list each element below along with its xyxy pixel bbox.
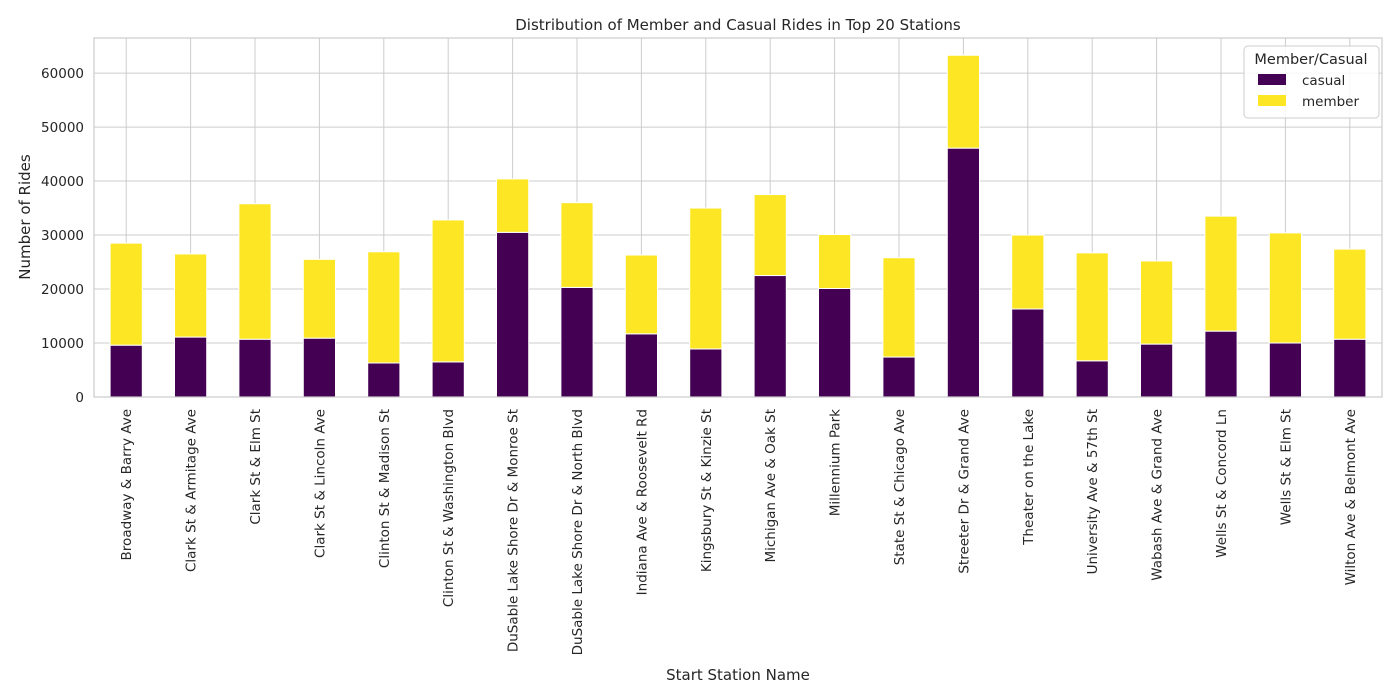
bar-casual [560, 286, 594, 398]
bar-member [624, 254, 658, 335]
legend-swatch-casual [1258, 74, 1286, 85]
bar-member [1204, 215, 1238, 332]
bar-member [882, 257, 916, 358]
bar-casual [431, 361, 465, 398]
bar-casual [624, 333, 658, 398]
x-tick-label: Clark St & Lincoln Ave [312, 409, 328, 558]
bar-member [1268, 232, 1303, 344]
x-tick-label: Michigan Ave & Oak St [763, 409, 779, 563]
y-tick-label: 60000 [41, 66, 84, 82]
bar-member [1075, 252, 1109, 362]
legend-title: Member/Casual [1254, 52, 1367, 68]
bar-casual [882, 356, 916, 398]
x-tick-label: DuSable Lake Shore Dr & Monroe St [506, 409, 522, 652]
bar-member [753, 194, 787, 277]
bar-member [946, 54, 980, 149]
y-axis-label: Number of Rides [16, 154, 34, 280]
bar-member [1333, 248, 1367, 340]
x-tick-label: Kingsbury St & Kinzie St [699, 409, 715, 572]
x-tick-label: Millennium Park [828, 409, 844, 516]
y-tick-label: 30000 [41, 228, 84, 244]
x-tick-label: Clark St & Elm St [248, 409, 264, 525]
legend-items: casual member [1258, 73, 1359, 110]
x-tick-label: Wells St & Elm St [1278, 409, 1294, 525]
legend-label-member: member [1302, 94, 1359, 110]
legend-swatch-member [1258, 95, 1286, 106]
x-tick-label: Clark St & Armitage Ave [184, 409, 200, 572]
bar-member [496, 178, 530, 233]
bar-casual [109, 344, 143, 398]
x-tick-label: Indiana Ave & Roosevelt Rd [634, 409, 650, 595]
x-tick-label: Clinton St & Madison St [377, 409, 393, 568]
y-axis-ticks: 0 10000 20000 30000 40000 50000 60000 [41, 66, 84, 406]
bar-casual [689, 348, 723, 398]
x-tick-label: University Ave & 57th St [1085, 409, 1101, 574]
y-tick-label: 10000 [41, 336, 84, 352]
grid-lines [94, 38, 1382, 398]
bar-casual [1268, 342, 1303, 398]
bar-member [367, 251, 401, 364]
bar-casual [496, 231, 530, 398]
bar-casual [302, 337, 336, 398]
bar-casual [174, 336, 208, 398]
bar-casual [238, 338, 272, 398]
bar-casual [753, 275, 787, 398]
bar-casual [946, 147, 980, 398]
x-axis-label: Start Station Name [666, 666, 810, 684]
legend: Member/Casual casual member [1243, 45, 1380, 119]
y-tick-label: 40000 [41, 174, 84, 190]
bar-member [560, 202, 594, 288]
y-tick-label: 0 [75, 390, 84, 406]
chart-title: Distribution of Member and Casual Rides … [515, 16, 961, 34]
bar-member [431, 219, 465, 363]
x-tick-label: Wilton Ave & Belmont Ave [1343, 409, 1359, 585]
bar-casual [367, 362, 401, 398]
bar-member [238, 203, 272, 340]
x-tick-label: State St & Chicago Ave [892, 409, 908, 565]
bars [109, 54, 1367, 398]
y-tick-label: 20000 [41, 282, 84, 298]
legend-label-casual: casual [1302, 73, 1345, 89]
bar-member [1140, 260, 1174, 345]
bar-casual [1204, 330, 1238, 398]
y-tick-label: 50000 [41, 120, 84, 136]
bar-member [174, 253, 208, 338]
bar-casual [1333, 338, 1367, 398]
bar-casual [818, 287, 852, 398]
x-tick-label: DuSable Lake Shore Dr & North Blvd [570, 409, 586, 655]
x-tick-label: Theater on the Lake [1021, 409, 1037, 546]
bar-casual [1011, 308, 1045, 398]
bar-member [689, 207, 723, 350]
x-axis-ticks: Broadway & Barry Ave Clark St & Armitage … [119, 409, 1359, 656]
x-tick-label: Wabash Ave & Grand Ave [1150, 409, 1166, 581]
plot-frame [93, 37, 1383, 398]
x-tick-label: Streeter Dr & Grand Ave [956, 409, 972, 574]
bar-member [1011, 234, 1045, 310]
bar-member [818, 234, 852, 289]
bar-casual [1140, 343, 1174, 398]
x-tick-label: Clinton St & Washington Blvd [441, 409, 457, 607]
bar-casual [1075, 360, 1109, 398]
bar-member [302, 258, 336, 339]
x-tick-label: Wells St & Concord Ln [1214, 409, 1230, 558]
bar-member [109, 242, 143, 346]
x-tick-label: Broadway & Barry Ave [119, 409, 135, 560]
